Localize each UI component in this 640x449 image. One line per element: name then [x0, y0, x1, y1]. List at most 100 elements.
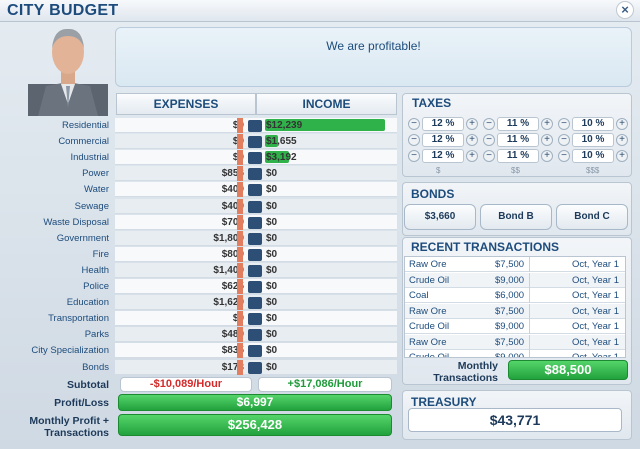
budget-row: $1,800 $0 [115, 231, 397, 246]
lightning-icon [248, 168, 262, 180]
income-value: $0 [266, 201, 278, 212]
tax-decrease-button[interactable]: − [408, 134, 420, 146]
budget-row: $480 $0 [115, 327, 397, 342]
transactions-list[interactable]: Raw Ore $7,500 Oct, Year 1 Crude Oil $9,000 O… [404, 256, 626, 358]
tax-rate-value: 11 % [497, 117, 539, 131]
police-badge-icon [248, 281, 262, 293]
tax-decrease-button[interactable]: − [483, 150, 495, 162]
window-title: CITY BUDGET [7, 2, 119, 19]
subtotal-label: Subtotal [67, 379, 109, 391]
expense-value: $173 [221, 362, 244, 373]
tax-increase-button[interactable]: + [616, 150, 628, 162]
tax-decrease-button[interactable]: − [408, 118, 420, 130]
expense-bar [237, 182, 243, 197]
row-label-3: Power [82, 168, 109, 179]
health-cross-icon [248, 265, 262, 277]
transaction-amount: $9,000 [495, 352, 525, 358]
row-label-8: Fire [92, 249, 109, 260]
row-label-0: Residential [62, 120, 109, 131]
tax-rate-value: 12 % [422, 117, 464, 131]
transaction-row: Crude Oil $9,000 Oct, Year 1 [405, 272, 625, 288]
bus-icon [248, 313, 262, 325]
transaction-row: Raw Ore $7,500 Oct, Year 1 [405, 334, 625, 350]
income-bar [265, 135, 278, 147]
income-value: $0 [266, 168, 278, 179]
budget-row: $0 $0 [115, 311, 397, 326]
transaction-row: Raw Ore $7,500 Oct, Year 1 [405, 257, 625, 272]
tax-rate-value: 11 % [497, 133, 539, 147]
tax-decrease-button[interactable]: − [483, 118, 495, 130]
expense-value: $0 [115, 152, 244, 163]
expense-bar [237, 279, 243, 294]
tax-decrease-button[interactable]: − [558, 134, 570, 146]
expense-value: $1,800 [213, 233, 244, 244]
tax-decrease-button[interactable]: − [558, 150, 570, 162]
trash-can-icon [248, 217, 262, 229]
budget-row: $0 $12,239 [115, 118, 397, 133]
tax-decrease-button[interactable]: − [483, 134, 495, 146]
tax-increase-button[interactable]: + [541, 150, 553, 162]
bond-a-button[interactable]: $3,660 [404, 204, 476, 230]
row-label-1: Commercial [58, 136, 109, 147]
close-button[interactable]: × [616, 1, 634, 19]
tax-increase-button[interactable]: + [466, 150, 478, 162]
transaction-amount: $7,500 [495, 305, 525, 317]
budget-row: $0 $1,655 [115, 134, 397, 149]
advisor-avatar [28, 28, 108, 116]
expense-value: $400 [221, 201, 244, 212]
taxes-header: TAXES [412, 96, 452, 110]
transaction-name: Crude Oil [409, 321, 450, 332]
house-icon [248, 120, 262, 132]
tax-increase-button[interactable]: + [616, 118, 628, 130]
budget-row: $700 $0 [115, 215, 397, 230]
row-label-6: Waste Disposal [43, 217, 109, 228]
tax-wealth-level-label: $ [436, 166, 441, 175]
budget-row: $1,620 $0 [115, 295, 397, 310]
tax-increase-button[interactable]: + [466, 118, 478, 130]
expense-bar [237, 150, 243, 165]
income-value: $12,239 [266, 120, 303, 131]
tax-increase-button[interactable]: + [541, 134, 553, 146]
factory-icon [248, 152, 262, 164]
tax-increase-button[interactable]: + [541, 118, 553, 130]
monthly-transactions-value: $88,500 [508, 360, 628, 380]
expense-value: $0 [115, 136, 244, 147]
transaction-row: Crude Oil $9,000 Oct, Year 1 [405, 319, 625, 334]
tax-decrease-button[interactable]: − [408, 150, 420, 162]
expense-value: $400 [221, 184, 244, 195]
row-label-13: Parks [84, 329, 109, 340]
monthly-transactions-label-line1: Monthly [457, 360, 498, 372]
money-bag-icon [248, 362, 262, 374]
income-bar [265, 151, 289, 163]
income-value: $0 [266, 362, 278, 373]
expense-value: $835 [221, 345, 244, 356]
transaction-row: Raw Ore $7,500 Oct, Year 1 [405, 303, 625, 319]
transaction-row: Crude Oil $9,000 Oct, Year 1 [405, 350, 625, 358]
expense-bar [237, 360, 243, 375]
profit-loss-value: $6,997 [118, 394, 392, 411]
bond-c-button[interactable]: Bond C [556, 204, 628, 230]
tax-increase-button[interactable]: + [466, 134, 478, 146]
tax-decrease-button[interactable]: − [558, 118, 570, 130]
monthly-transactions-label-line2: Transactions [433, 372, 498, 384]
transaction-column-divider [529, 303, 530, 319]
budget-row: $800 $0 [115, 247, 397, 262]
transaction-date: Oct, Year 1 [571, 336, 619, 348]
tax-rate-value: 10 % [572, 133, 614, 147]
transaction-column-divider [529, 350, 530, 357]
transaction-name: Raw Ore [409, 336, 447, 348]
transaction-amount: $7,500 [495, 336, 525, 348]
bond-b-button[interactable]: Bond B [480, 204, 552, 230]
expense-bar [237, 311, 243, 326]
tax-increase-button[interactable]: + [616, 134, 628, 146]
tax-rate-value: 11 % [497, 149, 539, 163]
monthly-profit-value: $256,428 [118, 414, 392, 436]
row-label-15: Bonds [82, 362, 109, 373]
transaction-name: Coal [409, 290, 429, 301]
monthly-profit-label-line1: Monthly Profit + [29, 415, 109, 427]
row-label-9: Health [81, 265, 109, 276]
expense-bar [237, 327, 243, 342]
monthly-profit-label: Monthly Profit + Transactions [0, 415, 109, 439]
row-label-7: Government [56, 233, 109, 244]
transaction-date: Oct, Year 1 [571, 321, 619, 332]
